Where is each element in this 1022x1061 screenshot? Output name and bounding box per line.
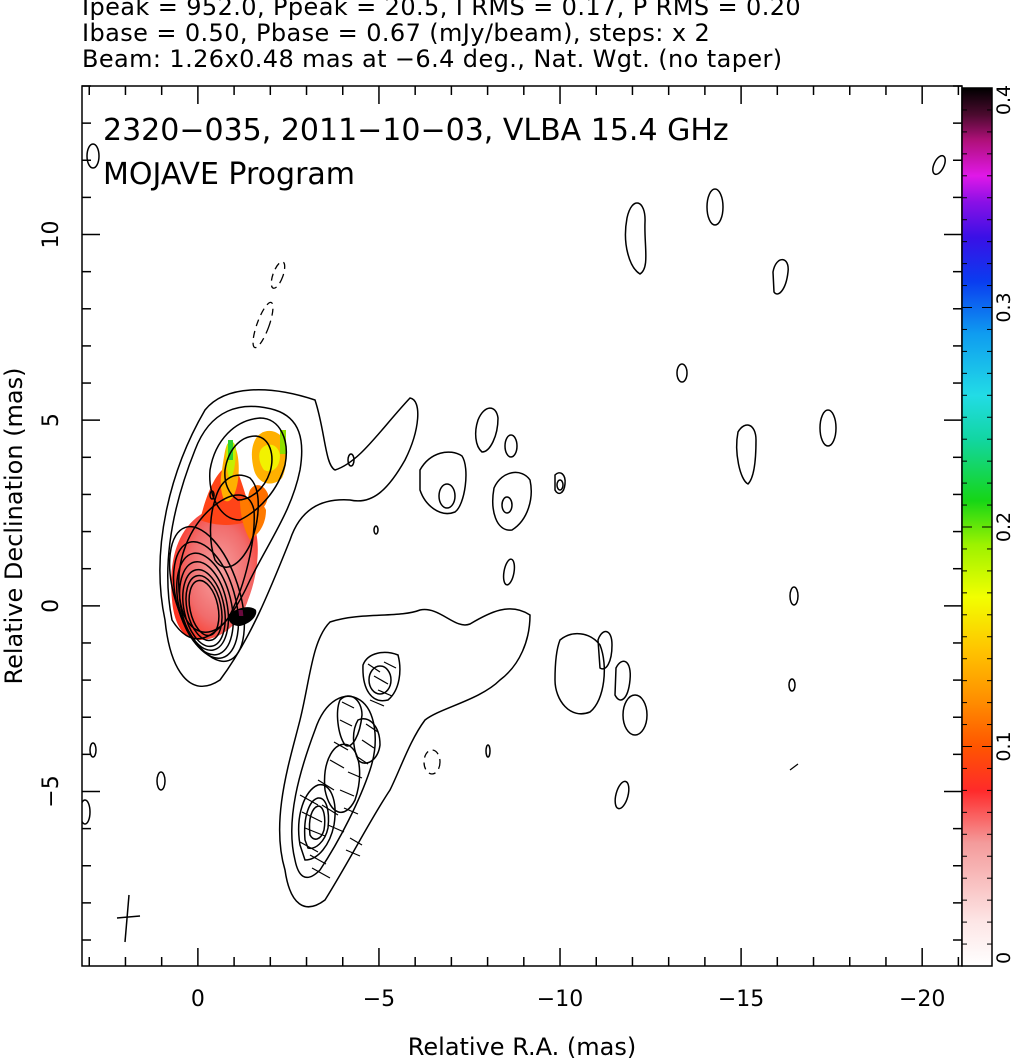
colorbar-tick-labels: 0 0.1 0.2 0.3 0.4 xyxy=(993,85,1015,964)
fractional-polarization-image xyxy=(171,430,287,640)
colorbar-tick-label: 0.1 xyxy=(993,731,1015,761)
secondary-feature-contours xyxy=(278,608,648,908)
map-source-title: 2320−035, 2011−10−03, VLBA 15.4 GHz xyxy=(103,113,729,148)
header-peaks-line: Ipeak = 952.0, Ppeak = 20.5, I RMS = 0.1… xyxy=(82,0,802,21)
x-tick-label: −20 xyxy=(899,987,945,1012)
core-contours xyxy=(168,494,255,663)
extended-jet-contours xyxy=(82,143,946,825)
x-tick-label: 0 xyxy=(191,987,205,1012)
colorbar-ticks xyxy=(962,87,992,967)
x-axis-title: Relative R.A. (mas) xyxy=(408,1033,636,1061)
y-axis xyxy=(82,85,962,941)
map-header: Ipeak = 952.0, Ppeak = 20.5, I RMS = 0.1… xyxy=(82,0,982,72)
map-program-title: MOJAVE Program xyxy=(103,157,355,192)
y-tick-label: 10 xyxy=(39,221,64,249)
colorbar-tick-label: 0.3 xyxy=(993,292,1015,322)
header-beam-line: Beam: 1.26x0.48 mas at −6.4 deg., Nat. W… xyxy=(82,45,783,73)
y-axis-title: Relative Declination (mas) xyxy=(0,367,28,684)
intensity-contours xyxy=(82,143,946,908)
beam-marker xyxy=(116,894,141,943)
polarization-vectors xyxy=(299,661,799,879)
x-axis xyxy=(88,86,960,966)
colorbar-tick-label: 0.2 xyxy=(993,512,1015,542)
x-tick-label: −10 xyxy=(537,987,583,1012)
colorbar-tick-label: 0.4 xyxy=(993,85,1015,115)
jet-contours xyxy=(159,389,419,687)
x-tick-labels: 0 −5 −10 −15 −20 xyxy=(191,987,945,1012)
header-base-line: Ibase = 0.50, Pbase = 0.67 (mJy/beam), s… xyxy=(82,19,711,47)
colorbar-tick-label: 0 xyxy=(993,952,1015,964)
x-tick-label: −15 xyxy=(718,987,764,1012)
negative-contours xyxy=(252,261,441,775)
y-tick-label: 0 xyxy=(39,599,64,613)
y-tick-labels: −5 0 5 10 xyxy=(39,221,64,808)
y-tick-label: 5 xyxy=(39,413,64,427)
y-tick-label: −5 xyxy=(39,775,64,807)
x-tick-label: −5 xyxy=(363,987,395,1012)
